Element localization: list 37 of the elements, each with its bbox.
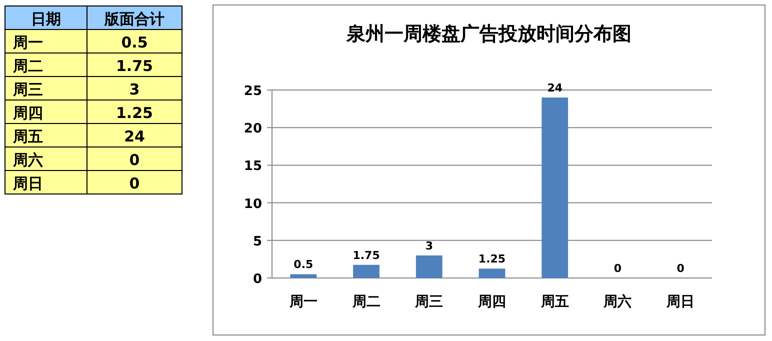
category-label: 日期 xyxy=(31,10,61,28)
x-tick-label: 周日 xyxy=(666,294,695,310)
text: 3 xyxy=(129,80,140,98)
y-tick-label: 25 xyxy=(244,84,262,99)
text: 0 xyxy=(129,174,140,192)
x-tick-label: 周一 xyxy=(288,294,318,310)
category-label: 周一 xyxy=(12,33,43,52)
text: 版面合计 xyxy=(104,10,164,28)
category-label: 周五 xyxy=(12,127,43,146)
data-label: 24 xyxy=(547,82,563,95)
data-label: 0.5 xyxy=(294,258,314,272)
y-tick-label: 20 xyxy=(244,122,262,137)
text: 0.5 xyxy=(121,33,148,52)
text: 1.75 xyxy=(116,56,154,75)
x-tick-label: 周三 xyxy=(414,294,444,310)
category-label: 周四 xyxy=(12,104,43,122)
x-tick-label: 周六 xyxy=(602,293,632,310)
category-label: 周三 xyxy=(12,80,43,98)
text: 1.25 xyxy=(116,104,154,122)
x-tick-label: 周四 xyxy=(477,294,506,310)
y-tick-label: 0 xyxy=(252,272,262,287)
y-tick-label: 15 xyxy=(244,159,262,174)
data-label: 0 xyxy=(676,262,685,275)
x-tick-label: 周五 xyxy=(540,294,569,310)
y-tick-label: 5 xyxy=(252,234,262,250)
category-label: 周二 xyxy=(12,56,43,75)
data-label: 3 xyxy=(425,239,433,252)
chart-title: 泉州一周楼盘广告投放时间分布图 xyxy=(346,23,632,45)
data-label: 1.75 xyxy=(352,248,380,262)
category-label: 周六 xyxy=(12,150,43,169)
text: 0 xyxy=(129,150,140,169)
category-label: 周日 xyxy=(12,174,43,192)
text: 24 xyxy=(124,127,145,146)
data-label: 0 xyxy=(614,262,622,275)
y-tick-label: 10 xyxy=(244,196,262,212)
data-label: 1.25 xyxy=(478,252,506,266)
x-tick-label: 周二 xyxy=(351,294,380,310)
